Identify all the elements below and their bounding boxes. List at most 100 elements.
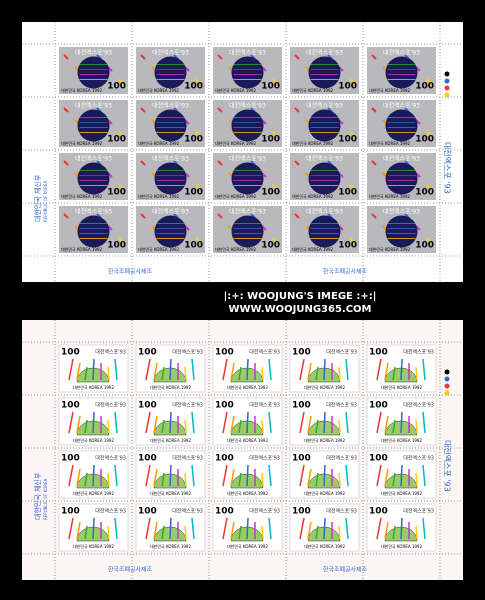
stamp-title: 대전엑스포'93 (95, 349, 126, 356)
stamp-country: 대한민국 KOREA 1992 (61, 246, 102, 252)
stamp-title: 대전엑스포'93 (152, 49, 189, 57)
stamp-title: 대전엑스포'93 (249, 349, 280, 356)
stamp-title: 대전엑스포'93 (75, 155, 112, 163)
margin-left-en: REPUBLIC OF KOREA (43, 181, 48, 222)
stamp-country: 대한민국 KOREA 1992 (304, 490, 345, 496)
confetti (294, 213, 300, 219)
streamer (107, 525, 110, 540)
streamer (323, 358, 326, 381)
confetti (195, 131, 201, 137)
confetti (272, 131, 278, 137)
streamer (376, 411, 382, 434)
stamp-country: 대한민국 KOREA 1992 (227, 384, 268, 390)
streamer (376, 464, 382, 487)
streamer (230, 362, 235, 381)
stamp-denomination: 100 (261, 135, 280, 145)
streamer (68, 411, 74, 434)
confetti (294, 54, 300, 60)
streamer (222, 517, 228, 540)
stamp-country: 대한민국 KOREA 1992 (304, 384, 345, 390)
streamer (145, 358, 151, 381)
stamp-country: 대한민국 KOREA 1992 (73, 437, 114, 443)
globe (154, 215, 187, 248)
margin-bottom-text: 한국조폐공사제조 (108, 268, 153, 276)
stamp-title: 대전엑스포'93 (326, 349, 357, 356)
stamp-title: 대전엑스포'93 (229, 102, 266, 110)
stamp-title: 대전엑스포'93 (326, 508, 357, 515)
color-dot (444, 85, 450, 91)
streamer (299, 411, 305, 434)
stamp-title: 대전엑스포'93 (75, 102, 112, 110)
streamer (222, 358, 228, 381)
streamer (238, 525, 242, 540)
stamp-title: 대전엑스포'93 (403, 402, 434, 409)
confetti (349, 237, 355, 243)
streamer (392, 472, 396, 487)
watermark-line1: |:+: WOOJUNG'S IMEGE :+:| (224, 291, 377, 302)
streamer (153, 521, 158, 540)
streamer (222, 464, 228, 487)
streamer (415, 366, 418, 381)
stamp-country: 대한민국 KOREA 1992 (381, 384, 422, 390)
stamp-title: 대전엑스포'93 (383, 49, 420, 57)
margin-bottom-text: 한국조폐공사제조 (108, 566, 153, 574)
streamer (230, 521, 235, 540)
stamp-title: 대전엑스포'93 (249, 455, 280, 462)
streamer (323, 464, 326, 487)
globe (308, 215, 341, 248)
streamer (161, 419, 165, 434)
stamp-title: 대전엑스포'93 (152, 155, 189, 163)
stamp-title: 대전엑스포'93 (152, 102, 189, 110)
streamer (400, 517, 403, 540)
stamp-denomination: 100 (184, 135, 203, 145)
color-dot (444, 71, 450, 77)
streamer (422, 411, 426, 434)
confetti (294, 160, 300, 166)
stamp-denomination: 100 (415, 135, 434, 145)
streamer (191, 464, 195, 487)
streamer (323, 517, 326, 540)
streamer (392, 366, 396, 381)
streamer (114, 411, 118, 434)
stamp-title: 대전엑스포'93 (326, 402, 357, 409)
streamer (299, 358, 305, 381)
streamer (246, 517, 249, 540)
streamer (315, 525, 319, 540)
stamp-country: 대한민국 KOREA 1992 (138, 193, 179, 199)
streamer (107, 419, 110, 434)
stamp-denomination: 100 (369, 454, 388, 464)
stamp-country: 대한민국 KOREA 1992 (227, 543, 268, 549)
stamp-denomination: 100 (138, 454, 157, 464)
streamer (169, 517, 172, 540)
confetti (63, 213, 69, 219)
stamp-title: 대전엑스포'93 (306, 208, 343, 216)
streamer (315, 366, 319, 381)
color-dot (444, 369, 450, 375)
streamer (261, 419, 264, 434)
stamp-denomination: 100 (292, 348, 311, 358)
stamp-country: 대한민국 KOREA 1992 (61, 140, 102, 146)
streamer (145, 411, 151, 434)
stamp-denomination: 100 (138, 401, 157, 411)
streamer (114, 464, 118, 487)
color-dot (444, 92, 450, 98)
stamp-country: 대한민국 KOREA 1992 (215, 140, 256, 146)
confetti (63, 54, 69, 60)
streamer (161, 525, 165, 540)
watermark-line2: WWW.WOOJUNG365.COM (229, 304, 372, 315)
stamp-title: 대전엑스포'93 (229, 155, 266, 163)
globe (231, 215, 264, 248)
streamer (246, 411, 249, 434)
streamer (261, 525, 264, 540)
streamer (230, 415, 235, 434)
streamer (345, 464, 349, 487)
stamp-denomination: 100 (184, 241, 203, 251)
streamer (307, 468, 312, 487)
streamer (376, 517, 382, 540)
stamp-denomination: 100 (415, 241, 434, 251)
streamer (153, 468, 158, 487)
streamer (107, 366, 110, 381)
streamer (161, 472, 165, 487)
confetti (63, 107, 69, 113)
globe (308, 162, 341, 195)
